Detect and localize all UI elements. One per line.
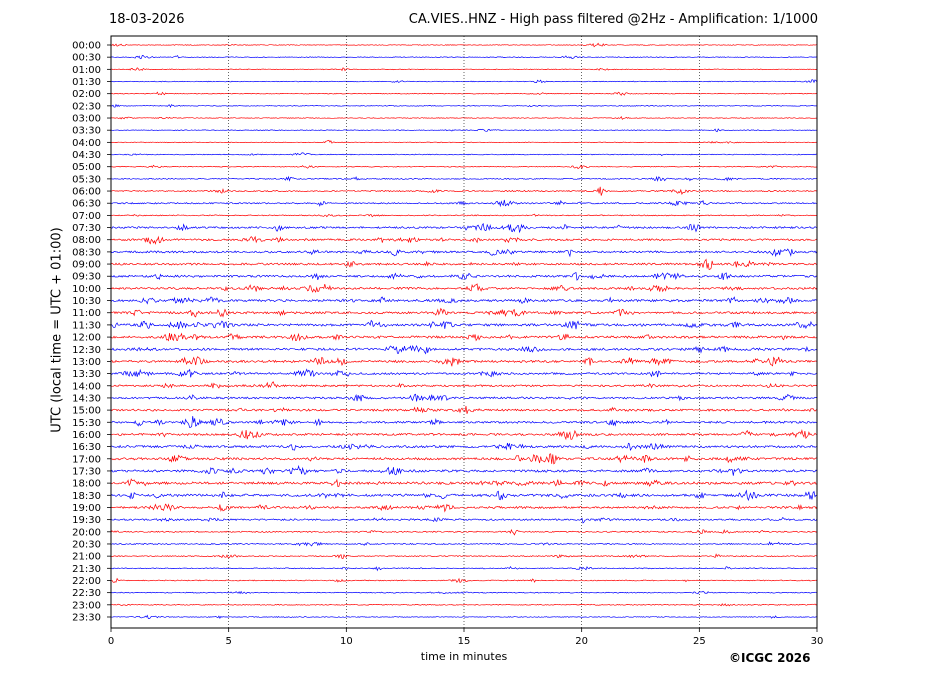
trace-1430	[110, 393, 818, 402]
y-tick-label: 16:30	[72, 442, 101, 453]
y-tick-label: 12:00	[72, 333, 101, 344]
y-tick-label: 00:30	[72, 53, 101, 64]
y-tick-label: 04:00	[72, 138, 101, 149]
y-tick-label: 16:00	[72, 430, 101, 441]
trace-0830	[110, 248, 818, 258]
trace-2300	[110, 603, 818, 607]
y-tick-label: 06:30	[72, 199, 101, 210]
y-tick-label: 12:30	[72, 345, 101, 356]
trace-1130	[110, 319, 818, 330]
trace-1230	[110, 345, 818, 355]
x-tick-label: 20	[575, 636, 588, 647]
trace-0430	[110, 152, 818, 157]
x-axis-label: time in minutes	[420, 650, 508, 663]
y-tick-label: 20:00	[72, 527, 101, 538]
y-tick-label: 20:30	[72, 539, 101, 550]
x-tick-label: 15	[458, 636, 471, 647]
trace-1400	[110, 381, 818, 389]
y-tick-label: 00:00	[72, 41, 101, 52]
trace-2330	[110, 614, 818, 619]
trace-1300	[110, 356, 818, 367]
y-tick-label: 05:00	[72, 162, 101, 173]
trace-0500	[110, 164, 818, 170]
trace-0630	[110, 199, 818, 208]
y-tick-label: 05:30	[72, 174, 101, 185]
y-tick-label: 22:00	[72, 576, 101, 587]
y-tick-label: 02:00	[72, 89, 101, 100]
y-axis-label: UTC (local time = UTC + 01:00)	[49, 227, 65, 433]
x-tick-label: 10	[340, 636, 353, 647]
y-tick-label: 15:30	[72, 418, 101, 429]
trace-0700	[110, 213, 817, 218]
date-label: 18-03-2026	[109, 12, 185, 27]
y-tick-label: 03:00	[72, 114, 101, 125]
y-tick-label: 11:30	[72, 320, 101, 331]
trace-0330	[110, 128, 818, 133]
y-tick-label: 04:30	[72, 150, 101, 161]
y-tick-label: 01:00	[72, 65, 101, 76]
x-tick-label: 25	[693, 636, 706, 647]
y-tick-label: 10:00	[72, 284, 101, 295]
y-tick-label: 18:00	[72, 479, 101, 490]
y-tick-label: 23:30	[72, 612, 101, 623]
y-tick-label: 06:00	[72, 187, 101, 198]
y-tick-label: 19:00	[72, 503, 101, 514]
trace-1500	[110, 405, 818, 414]
y-tick-label: 19:30	[72, 515, 101, 526]
y-tick-label: 21:30	[72, 564, 101, 575]
chart-title: CA.VIES..HNZ - High pass filtered @2Hz -…	[408, 12, 818, 27]
y-tick-label: 17:30	[72, 466, 101, 477]
x-tick-label: 0	[108, 636, 114, 647]
y-tick-label: 18:30	[72, 491, 101, 502]
trace-2100	[110, 553, 818, 560]
y-tick-label: 14:30	[72, 393, 101, 404]
trace-2200	[111, 577, 818, 584]
trace-1600	[110, 429, 818, 441]
y-tick-label: 08:30	[72, 247, 101, 258]
y-tick-label: 10:30	[72, 296, 101, 307]
trace-0400	[110, 139, 818, 144]
trace-0600	[110, 186, 818, 196]
y-tick-label: 23:00	[72, 600, 101, 611]
trace-1730	[110, 464, 818, 476]
trace-0730	[110, 222, 818, 234]
y-tick-label: 09:30	[72, 272, 101, 283]
y-tick-label: 21:00	[72, 552, 101, 563]
x-tick-label: 30	[811, 636, 824, 647]
x-axis: 0 5 10 15 20 25 30	[108, 628, 824, 647]
y-tick-label: 07:00	[72, 211, 101, 222]
trace-1530	[110, 416, 818, 429]
y-tick-label: 17:00	[72, 454, 101, 465]
y-tick-label: 14:00	[72, 381, 101, 392]
trace-0530	[110, 175, 817, 182]
y-tick-label: 11:00	[72, 308, 101, 319]
y-tick-label: 01:30	[72, 77, 101, 88]
y-tick-label: 13:00	[72, 357, 101, 368]
grid-group	[228, 36, 700, 628]
trace-2130	[110, 566, 818, 572]
y-tick-label: 07:30	[72, 223, 101, 234]
x-tick-label: 5	[225, 636, 231, 647]
trace-1330	[110, 368, 818, 378]
y-tick-label: 02:30	[72, 101, 101, 112]
y-tick-label: 15:00	[72, 406, 101, 417]
plot-frame	[110, 35, 818, 629]
y-tick-label: 03:30	[72, 126, 101, 137]
y-tick-label: 13:30	[72, 369, 101, 380]
y-tick-label: 22:30	[72, 588, 101, 599]
y-tick-label: 09:00	[72, 260, 101, 271]
copyright-label: ©ICGC 2026	[729, 651, 811, 665]
y-tick-label: 08:00	[72, 235, 101, 246]
